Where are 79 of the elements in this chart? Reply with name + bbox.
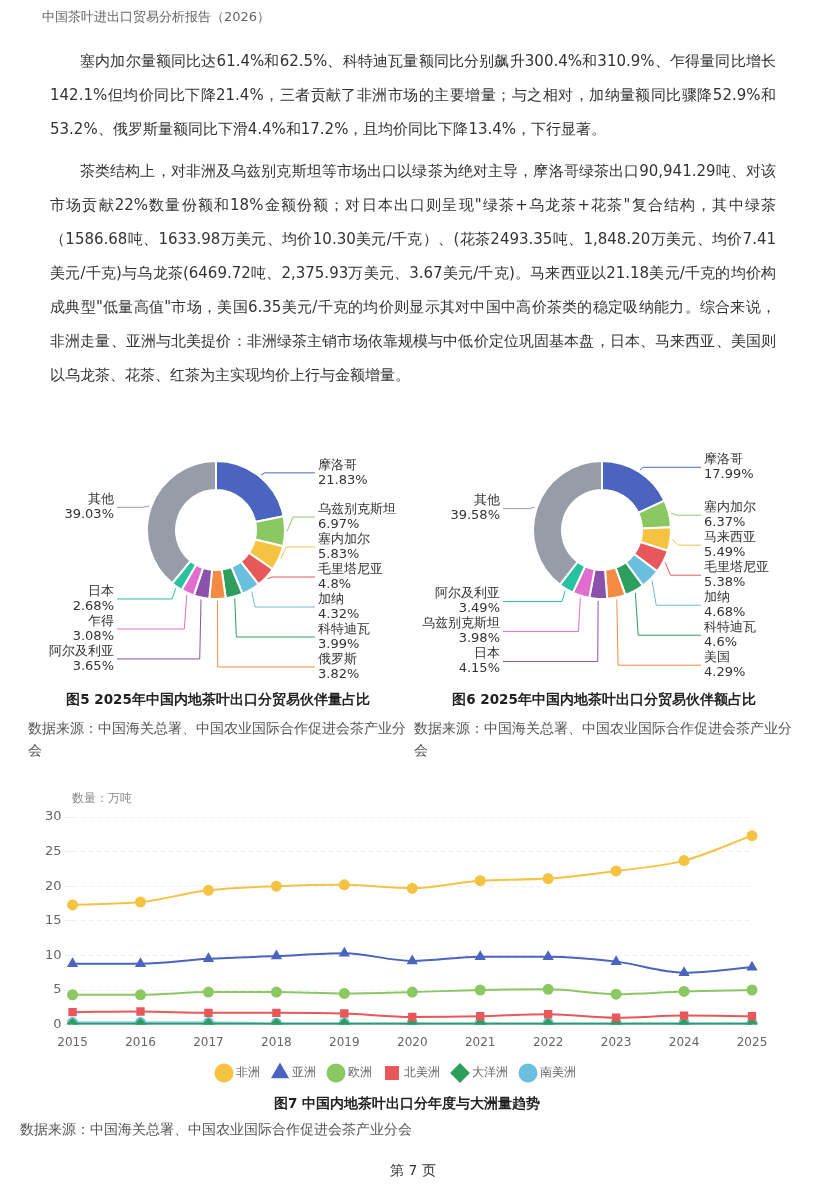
text: 图5 2025年中国内地茶叶出口分贸易伙伴量占比 bbox=[65, 691, 371, 709]
data-label: 39.03% bbox=[64, 506, 114, 522]
slice-label: 加纳 bbox=[704, 589, 730, 605]
x-tick-label: 2018 bbox=[261, 1034, 292, 1049]
y-tick-label: 10 bbox=[45, 946, 62, 962]
y-tick-label: 20 bbox=[45, 877, 62, 893]
data-label: 3.98% bbox=[458, 630, 500, 646]
slice-label: 科特迪瓦 bbox=[318, 620, 370, 636]
text: 图6 2025年中国内地茶叶出口分贸易伙伴额占比 bbox=[451, 691, 757, 709]
x-tick-label: 2023 bbox=[600, 1034, 632, 1049]
slice-label: 加纳 bbox=[318, 590, 344, 606]
legend-label: 北美洲 bbox=[404, 1065, 440, 1080]
x-tick-label: 2019 bbox=[329, 1034, 360, 1049]
data-label: 3.65% bbox=[72, 657, 114, 673]
slice-label: 乌兹别克斯坦 bbox=[422, 615, 500, 631]
y-tick-label: 0 bbox=[53, 1015, 62, 1031]
x-tick-label: 2016 bbox=[125, 1034, 156, 1049]
data-label: 5.38% bbox=[704, 574, 746, 590]
x-tick-label: 2020 bbox=[397, 1034, 428, 1049]
data-label: 5.83% bbox=[318, 545, 360, 561]
data-label: 17.99% bbox=[704, 466, 754, 482]
data-label: 3.99% bbox=[318, 635, 360, 651]
x-tick-label: 2017 bbox=[193, 1034, 224, 1049]
slice-label: 塞内加尔 bbox=[318, 530, 370, 546]
legend-label: 非洲 bbox=[236, 1065, 260, 1080]
x-tick-label: 2025 bbox=[736, 1034, 768, 1049]
text: 中国茶叶进出口贸易分析报告（2026） bbox=[42, 8, 272, 26]
data-label: 4.68% bbox=[704, 604, 746, 620]
slice-label: 摩洛哥 bbox=[704, 451, 743, 467]
slice-label: 毛里塔尼亚 bbox=[704, 559, 769, 575]
slice-label: 科特迪瓦 bbox=[704, 619, 756, 635]
data-label: 3.49% bbox=[458, 600, 500, 616]
legend-label: 大洋洲 bbox=[472, 1065, 508, 1080]
slice-label: 其他 bbox=[88, 491, 114, 507]
slice-label: 阿尔及利亚 bbox=[49, 642, 114, 658]
y-tick-label: 15 bbox=[45, 912, 62, 928]
data-label: 4.32% bbox=[318, 605, 360, 621]
data-label: 3.08% bbox=[72, 627, 114, 643]
legend-label: 亚洲 bbox=[292, 1065, 316, 1080]
text: 茶类结构上，对非洲及乌兹别克斯坦等市场出口以绿茶为绝对主导，摩洛哥绿茶出口90,941.29吨、对该市场贡献22%数量份额和18%金额份额；对日本出口则呈现"绿茶+乌龙茶+花茶"复合结构，其中绿茶（1586.68吨、1633.98万美元、均价10.30美元/千克）、(花茶2493.35吨、1,848.20万美元、均价7.41美元/千克)与乌龙茶(6469.72吨、2,375.93万美元、3.67美元/千克)。马来西亚以21.18美元/千克的均价构成典型"低量高值"市场，美国6.35美元/千克的均价则显示其对中国中高价茶类的稳定吸纳能力。综合来说，非洲走量、亚洲与北美提价：非洲绿茶主销市场依靠规模与中低价定位巩固基本盘，日本、马来西亚、美国则以乌龙茶、花茶、红茶为主实现均价上行与金额增量。 bbox=[50, 161, 776, 386]
data-label: 39.58% bbox=[450, 507, 500, 523]
source-note: 数据来源：中国海关总署、中国农业国际合作促进会茶产业分会 bbox=[414, 719, 793, 760]
data-label: 6.37% bbox=[704, 514, 746, 530]
text: 塞内加尔量额同比达61.4%和62.5%、科特迪瓦量额同比分别飙升300.4%和310.9%、乍得量同比增长142.1%但均价同比下降21.4%，三者贡献了非洲市场的主要增量；与之相对，加纳量额同比骤降52.9%和53.2%、俄罗斯量额同比下滑4.4%和17.2%，且均价同比下降13.4%，下行显著。 bbox=[50, 51, 776, 140]
slice-label: 阿尔及利亚 bbox=[435, 585, 500, 601]
y-tick-label: 30 bbox=[45, 808, 62, 824]
x-tick-label: 2024 bbox=[668, 1034, 700, 1049]
slice-label: 乌兹别克斯坦 bbox=[318, 500, 396, 516]
slice-label: 乍得 bbox=[88, 612, 114, 628]
legend-label: 南美洲 bbox=[540, 1065, 576, 1080]
slice-label: 马来西亚 bbox=[704, 529, 756, 545]
data-label: 4.15% bbox=[458, 660, 500, 676]
y-tick-label: 5 bbox=[53, 981, 62, 997]
slice-label: 塞内加尔 bbox=[704, 499, 756, 515]
text: 第 7 页 bbox=[389, 1161, 437, 1180]
slice-label: 其他 bbox=[474, 492, 500, 508]
slice-label: 毛里塔尼亚 bbox=[318, 560, 383, 576]
x-tick-label: 2022 bbox=[532, 1034, 564, 1049]
slice-label: 摩洛哥 bbox=[318, 456, 357, 472]
source-note: 数据来源：中国海关总署、中国农业国际合作促进会茶产业分会 bbox=[28, 719, 407, 760]
data-label: 3.82% bbox=[318, 665, 360, 681]
source-note: 数据来源：中国海关总署、中国农业国际合作促进会茶产业分会 bbox=[20, 1121, 413, 1139]
data-label: 5.49% bbox=[704, 544, 746, 560]
data-label: 2.68% bbox=[72, 597, 114, 613]
slice-label: 俄罗斯 bbox=[318, 650, 357, 666]
y-tick-label: 25 bbox=[45, 842, 62, 858]
x-tick-label: 2021 bbox=[464, 1034, 496, 1049]
data-label: 6.97% bbox=[318, 515, 360, 531]
text: 图7 中国内地茶叶出口分年度与大洲量趋势 bbox=[272, 1095, 542, 1113]
data-label: 4.8% bbox=[318, 575, 352, 591]
slice-label: 美国 bbox=[704, 649, 730, 665]
legend-label: 欧洲 bbox=[348, 1065, 372, 1080]
y-axis-title: 数量：万吨 bbox=[72, 791, 132, 806]
data-label: 4.29% bbox=[704, 664, 746, 680]
slice-label: 日本 bbox=[88, 582, 114, 598]
x-tick-label: 2015 bbox=[57, 1034, 88, 1049]
data-label: 21.83% bbox=[318, 471, 368, 487]
slice-label: 日本 bbox=[474, 645, 500, 661]
data-label: 4.6% bbox=[704, 634, 738, 650]
